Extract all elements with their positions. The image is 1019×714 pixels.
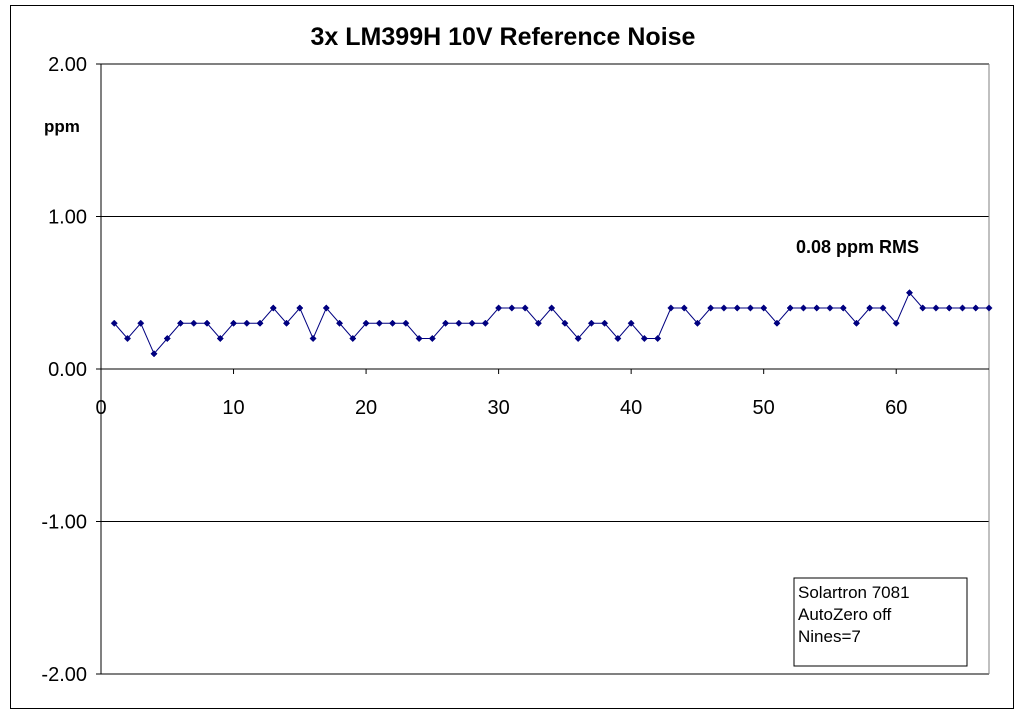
data-point [468, 319, 476, 327]
data-point [190, 319, 198, 327]
data-point [282, 319, 291, 327]
data-point [243, 319, 251, 327]
data-point [733, 304, 741, 312]
x-tick-label: 0 [95, 397, 106, 419]
y-axis-label: ppm [44, 117, 80, 136]
data-point [481, 319, 489, 327]
data-point [892, 319, 900, 327]
data-point [826, 304, 834, 312]
data-point [640, 334, 648, 343]
y-tick-label: -2.00 [41, 664, 87, 686]
data-point [309, 334, 317, 343]
data-point [773, 319, 781, 327]
data-point [176, 319, 185, 327]
data-point [428, 334, 436, 343]
data-point [216, 334, 224, 343]
data-point [163, 334, 171, 343]
data-point [389, 319, 397, 327]
data-point [693, 319, 701, 327]
data-point [561, 319, 569, 327]
data-point [203, 319, 211, 327]
x-tick-label: 60 [885, 397, 907, 419]
y-tick-label: 1.00 [48, 207, 87, 229]
data-point [919, 304, 927, 312]
data-point [813, 304, 821, 312]
chart-title: 3x LM399H 10V Reference Noise [311, 23, 696, 51]
data-point [415, 334, 423, 343]
series-noise [110, 289, 993, 358]
data-point [548, 304, 556, 312]
data-point [680, 304, 688, 312]
info-box-line: AutoZero off [798, 605, 892, 624]
data-point [574, 334, 582, 343]
data-point [627, 319, 635, 327]
data-point [521, 304, 529, 312]
data-point [932, 304, 940, 312]
rms-annotation: 0.08 ppm RMS [796, 237, 919, 257]
data-point [667, 304, 675, 312]
x-tick-label: 40 [620, 397, 642, 419]
axes [96, 63, 990, 675]
data-point [945, 304, 953, 312]
data-point [707, 304, 715, 312]
data-point [985, 304, 993, 312]
data-point [495, 304, 503, 312]
info-box-border [793, 577, 968, 667]
data-point [786, 304, 794, 312]
data-point [852, 319, 861, 327]
x-tick-label: 50 [753, 397, 775, 419]
data-point [296, 304, 304, 312]
data-point [455, 319, 463, 327]
data-point [879, 304, 887, 312]
data-point [866, 304, 874, 312]
data-point [614, 334, 622, 343]
data-point [905, 289, 914, 297]
data-point [269, 304, 277, 312]
data-point [799, 304, 808, 312]
data-point [720, 304, 728, 312]
x-tick-label: 30 [487, 397, 509, 419]
x-tick-labels: 0 10 20 30 40 50 60 [95, 397, 907, 419]
data-point [137, 319, 145, 327]
data-point [336, 319, 344, 327]
data-point [123, 334, 132, 343]
data-point [256, 319, 264, 327]
data-point [654, 334, 662, 343]
data-point [601, 319, 609, 327]
data-point [746, 304, 754, 312]
data-point [229, 319, 238, 327]
data-point [362, 319, 370, 327]
info-box-line: Nines=7 [798, 627, 861, 646]
data-point [534, 319, 542, 327]
data-point [508, 304, 516, 312]
data-point [442, 319, 450, 327]
data-point [958, 304, 967, 312]
data-point [839, 304, 847, 312]
x-tick-label: 10 [222, 397, 244, 419]
instrument-info-box: Solartron 7081 AutoZero off Nines=7 [793, 577, 968, 667]
data-point [349, 334, 357, 343]
y-tick-label: 0.00 [48, 359, 87, 381]
data-point [402, 319, 410, 327]
data-point [587, 319, 595, 327]
y-tick-labels: 2.00 1.00 0.00 -1.00 -2.00 [41, 54, 87, 686]
data-point [150, 350, 158, 358]
x-tick-label: 20 [355, 397, 377, 419]
y-tick-label: 2.00 [48, 54, 87, 76]
data-point [760, 304, 768, 312]
data-point [972, 304, 980, 312]
info-box-line: Solartron 7081 [798, 583, 910, 602]
chart-frame [10, 5, 1014, 709]
data-point [322, 304, 330, 312]
y-tick-label: -1.00 [41, 512, 87, 534]
data-point [110, 319, 118, 327]
data-point [375, 319, 383, 327]
